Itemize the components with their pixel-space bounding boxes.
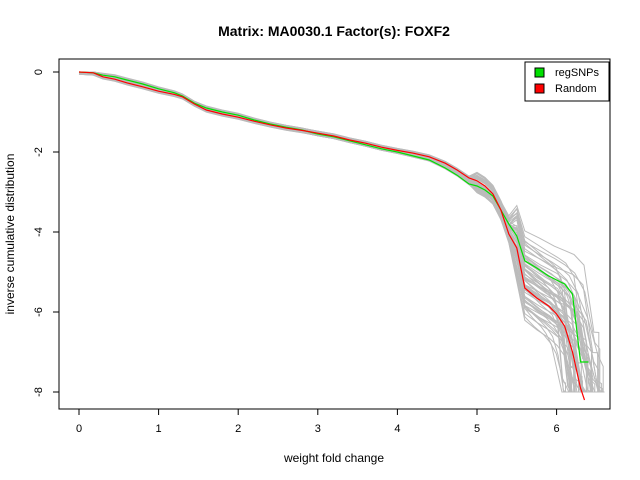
background-line [78,72,605,393]
background-line [78,72,605,393]
chart-title: Matrix: MA0030.1 Factor(s): FOXF2 [218,23,450,39]
background-line [78,73,605,393]
background-line [79,71,605,393]
x-tick-label: 3 [315,423,321,435]
background-line [78,73,605,393]
background-line [78,73,605,393]
background-line [78,73,605,393]
background-line [78,71,605,393]
background-line [79,71,605,393]
x-axis: 0 1 2 3 4 5 6 [76,409,560,435]
background-line [78,73,605,393]
background-line [78,71,605,393]
background-line [78,72,605,393]
background-line [78,73,605,393]
y-tick-label: -4 [33,227,45,237]
background-line [78,72,605,393]
background-line [78,71,605,393]
background-line [78,71,605,393]
plot-frame [58,58,611,410]
background-line [78,71,605,393]
x-tick-label: 1 [156,423,162,435]
y-axis: 0 -2 -4 -6 -8 [33,69,59,397]
background-line [79,71,605,393]
background-line [78,73,605,393]
background-line [78,72,605,393]
background-line [78,73,605,393]
legend: regSNPs Random [524,61,610,102]
legend-label: Random [555,83,597,95]
background-line [79,71,605,393]
background-line [79,71,605,393]
series-line-random [78,71,586,401]
y-tick-label: -2 [33,147,45,157]
background-line [78,73,605,393]
background-line [78,71,605,393]
x-tick-label: 4 [394,423,400,435]
data-series [78,71,589,401]
background-line [79,71,605,393]
background-line [79,71,605,393]
legend-box [524,61,610,102]
background-line [78,72,605,393]
background-line [78,71,605,393]
background-line [78,71,605,393]
background-line [79,71,605,393]
series-line-regsnps [78,71,589,363]
background-line [78,72,605,393]
x-tick-label: 5 [474,423,480,435]
y-tick-label: -8 [33,387,45,397]
background-line [79,71,605,393]
background-line [78,71,605,393]
background-line [78,73,605,393]
background-line [78,71,605,393]
background-line [78,71,605,393]
background-line [78,72,605,393]
background-line [78,71,605,393]
y-tick-label: -6 [33,307,45,317]
background-line [78,71,605,393]
background-line [79,71,605,393]
x-tick-label: 6 [554,423,560,435]
background-line [78,72,605,393]
legend-label: regSNPs [555,67,600,79]
background-line [78,71,605,393]
background-line [78,73,605,393]
x-tick-label: 2 [235,423,241,435]
background-line [79,71,605,393]
y-tick-label: 0 [33,69,45,75]
background-line [79,71,605,393]
background-line [79,71,605,393]
background-lines [78,71,605,393]
x-tick-label: 0 [76,423,82,435]
background-line [78,72,605,393]
background-line [79,71,605,393]
background-line [78,73,605,393]
background-line [79,71,605,393]
legend-swatch [534,67,545,78]
background-line [78,73,605,393]
background-line [78,72,605,393]
background-line [78,72,605,393]
legend-swatch [534,83,545,94]
background-line [78,72,605,393]
background-line [78,71,605,393]
background-line [79,71,605,393]
background-line [78,72,605,393]
background-line [78,73,605,393]
background-line [79,71,605,393]
x-axis-label: weight fold change [283,451,384,465]
y-axis-label: inverse cumulative distribution [3,154,17,315]
